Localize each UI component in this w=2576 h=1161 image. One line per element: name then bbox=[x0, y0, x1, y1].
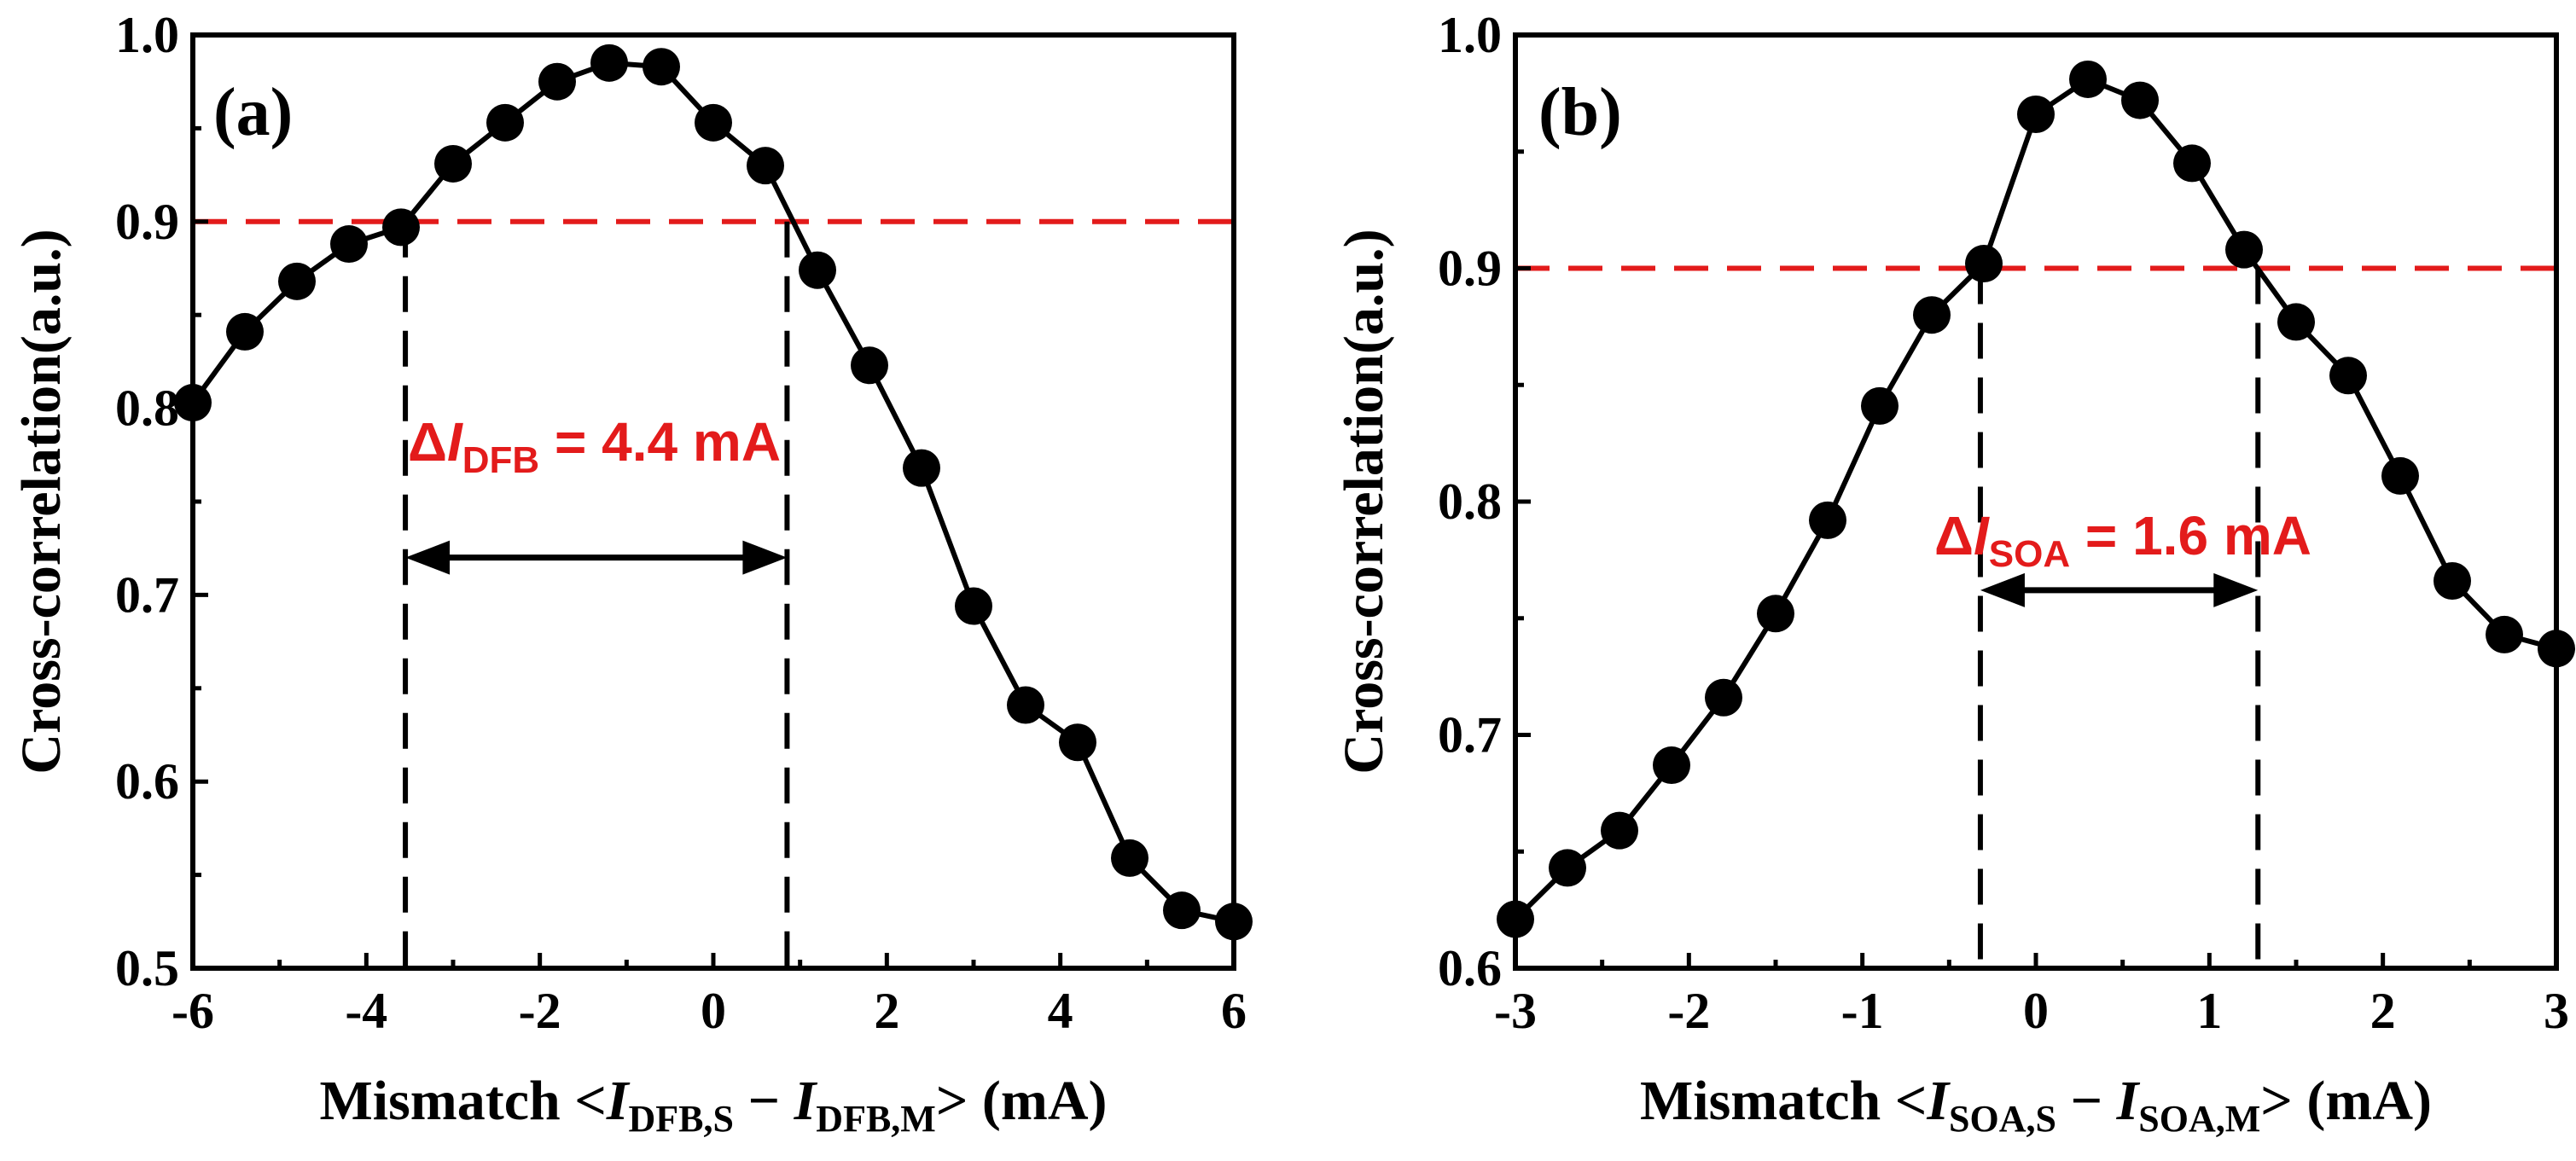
y-tick-label: 1.0 bbox=[1438, 7, 1502, 63]
plot-frame bbox=[190, 32, 1236, 971]
data-point bbox=[1549, 849, 1586, 887]
y-axis-label: Cross-correlation(a.u.) bbox=[10, 229, 73, 774]
y-axis-label: Cross-correlation(a.u.) bbox=[1333, 229, 1395, 774]
data-point bbox=[2017, 95, 2055, 133]
y-tick-label: 0.6 bbox=[115, 753, 179, 810]
arrowhead-right bbox=[2213, 572, 2259, 607]
panel-a: -6 -4 -2 0 2 4 6 0.5 0.6 0.7 0.8 0.9 1.0 Cross-correl… bbox=[10, 7, 1253, 1140]
x-tick-label: 3 bbox=[2544, 983, 2569, 1039]
data-point bbox=[1705, 678, 1742, 717]
x-axis-label: Mismatch <IDFB,S − IDFB,M> (mA) bbox=[319, 1070, 1107, 1140]
data-point bbox=[590, 44, 628, 82]
series-line bbox=[1513, 77, 2557, 921]
data-point bbox=[1163, 891, 1201, 930]
y-tick-label: 0.5 bbox=[115, 940, 179, 996]
data-point bbox=[1913, 296, 1951, 334]
data-point bbox=[226, 312, 264, 351]
data-point bbox=[695, 103, 732, 142]
data-point bbox=[1111, 839, 1148, 877]
y-tick-label: 0.9 bbox=[1438, 241, 1502, 297]
data-point bbox=[2538, 630, 2575, 668]
plot-frame bbox=[1513, 32, 2559, 971]
y-tick-label: 0.6 bbox=[1438, 940, 1502, 996]
data-point bbox=[2486, 615, 2523, 653]
series-line bbox=[190, 60, 1235, 925]
data-point bbox=[2225, 230, 2263, 269]
data-point bbox=[1601, 811, 1638, 850]
data-point bbox=[2329, 357, 2367, 395]
x-tick-label: -4 bbox=[345, 983, 387, 1039]
data-point bbox=[2173, 144, 2211, 183]
x-tick-label: -2 bbox=[1667, 983, 1710, 1039]
arrowhead-left bbox=[1980, 572, 2025, 607]
data-point bbox=[799, 251, 836, 289]
data-point bbox=[955, 587, 992, 625]
data-point bbox=[1497, 900, 1534, 938]
panel-label: (b) bbox=[1538, 75, 1622, 150]
x-tick-label: -6 bbox=[172, 983, 214, 1039]
data-point bbox=[434, 144, 472, 183]
data-point bbox=[1809, 501, 1846, 539]
x-tick-label: 2 bbox=[874, 983, 899, 1039]
data-point bbox=[2277, 303, 2315, 341]
data-point bbox=[486, 103, 524, 142]
x-tick-label: -1 bbox=[1841, 983, 1884, 1039]
y-tick-label: 0.7 bbox=[115, 566, 179, 623]
width-annotation: ΔISOA = 1.6 mA bbox=[1934, 505, 2311, 575]
data-point bbox=[1059, 723, 1096, 762]
data-point bbox=[2121, 81, 2159, 119]
width-annotation: ΔIDFB = 4.4 mA bbox=[408, 411, 781, 481]
data-point bbox=[174, 384, 212, 422]
x-tick-label: 1 bbox=[2196, 983, 2222, 1039]
x-tick-label: 6 bbox=[1221, 983, 1247, 1039]
arrowhead-right bbox=[742, 540, 788, 575]
data-point bbox=[330, 225, 368, 264]
x-tick-label: -2 bbox=[519, 983, 561, 1039]
panel-label: (a) bbox=[213, 75, 293, 150]
data-point bbox=[2069, 60, 2107, 98]
data-point bbox=[643, 48, 680, 86]
data-point bbox=[1757, 595, 1794, 633]
x-tick-label: -3 bbox=[1494, 983, 1537, 1039]
data-point bbox=[1215, 903, 1253, 941]
data-point bbox=[382, 208, 420, 247]
x-tick-label: 2 bbox=[2370, 983, 2396, 1039]
data-point bbox=[278, 262, 316, 300]
x-tick-label: 0 bbox=[2023, 983, 2049, 1039]
data-point bbox=[1861, 386, 1899, 425]
data-point bbox=[2381, 456, 2419, 495]
x-tick-label: 4 bbox=[1048, 983, 1073, 1039]
y-tick-label: 0.7 bbox=[1438, 707, 1502, 763]
y-tick-label: 0.8 bbox=[115, 380, 179, 437]
arrowhead-left bbox=[405, 540, 451, 575]
x-tick-label: 0 bbox=[701, 983, 726, 1039]
data-point bbox=[903, 449, 940, 487]
data-point bbox=[2434, 561, 2471, 600]
data-point bbox=[851, 346, 888, 385]
panel-b: -3 -2 -1 0 1 2 3 0.6 0.7 0.8 0.9 1.0 Cross-correlati… bbox=[1333, 7, 2575, 1140]
data-point bbox=[538, 62, 576, 101]
data-point bbox=[1965, 245, 2003, 283]
y-tick-label: 0.8 bbox=[1438, 473, 1502, 530]
data-point bbox=[747, 147, 784, 185]
y-tick-label: 0.9 bbox=[115, 194, 179, 250]
x-axis-label: Mismatch <ISOA,S − ISOA,M> (mA) bbox=[1640, 1070, 2432, 1140]
data-point bbox=[1653, 746, 1690, 785]
y-tick-label: 1.0 bbox=[115, 7, 179, 63]
data-point bbox=[1007, 686, 1044, 724]
